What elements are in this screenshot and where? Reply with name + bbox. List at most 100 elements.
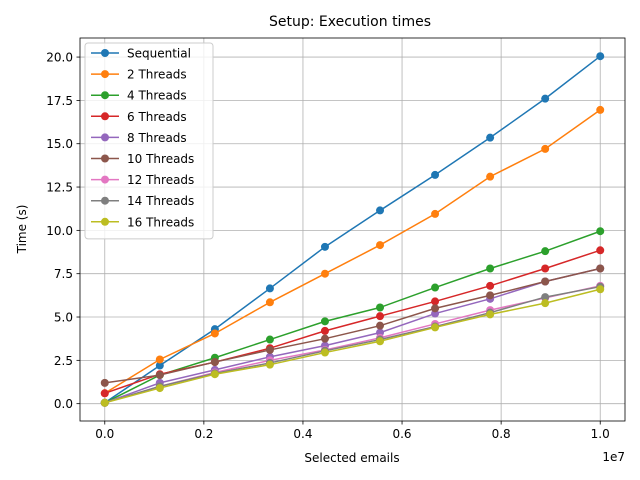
data-point [210,329,219,338]
data-point [155,355,164,364]
legend-label: 10 Threads [127,152,194,166]
legend-label: 6 Threads [127,110,187,124]
series-line [104,109,601,394]
data-point [265,345,274,354]
y-tick-label: 10.0 [46,224,73,238]
data-point [265,298,274,307]
data-point [486,281,495,290]
legend-label: 8 Threads [127,131,187,145]
data-point [320,348,329,357]
legend-marker [101,49,109,57]
data-point [265,335,274,344]
y-tick-label: 0.0 [54,397,73,411]
data-point [541,247,550,256]
data-point [376,303,385,312]
data-point [596,227,605,236]
series-line [104,285,601,404]
data-point [155,361,164,370]
series-layer [100,52,605,407]
data-point [376,337,385,346]
data-point [100,398,109,407]
series-line [104,230,601,404]
data-point [541,277,550,286]
series-line [104,285,601,404]
legend-marker [101,154,109,163]
data-point [431,209,440,218]
data-point [320,334,329,343]
y-tick-label: 2.5 [54,354,73,368]
data-point [486,264,495,273]
data-point [541,293,550,302]
data-point [320,326,329,335]
data-point [596,246,605,255]
series-line [104,249,601,394]
series-line [104,55,601,404]
data-point [596,285,605,294]
x-axis-ticks: 0.0 0.2 0.4 0.6 0.8 1.0 [95,421,610,441]
data-point [431,323,440,332]
data-point [486,172,495,181]
data-point [376,321,385,330]
plot-frame [79,37,626,422]
x-tick-label: 0.8 [492,427,511,441]
legend-label: Sequential [127,47,191,61]
legend-marker [101,133,109,142]
x-axis-label: Selected emails [304,451,399,465]
data-point [431,170,440,179]
legend-box [84,42,214,240]
data-point [210,370,219,379]
legend-marker [101,175,109,184]
data-point [486,291,495,300]
data-point [431,304,440,313]
legend-label: 16 Threads [127,215,194,229]
y-axis-ticks: 0.0 2.5 5.0 7.5 10.0 12.5 15.0 17.5 20.0 [46,51,80,411]
legend-label: 2 Threads [127,68,187,82]
data-point [541,94,550,103]
data-point [596,52,605,61]
data-point [320,242,329,251]
legend-marker [101,112,109,121]
series-line [104,267,601,384]
series-group [100,282,605,407]
x-axis-offset-label: 1e7 [602,450,625,464]
legend-marker [101,217,109,226]
series-group [100,246,605,398]
x-tick-label: 0.2 [194,427,213,441]
series-group [100,285,605,407]
data-point [596,264,605,273]
legend-label: 14 Threads [127,194,194,208]
y-tick-label: 17.5 [46,94,73,108]
legend-label: 12 Threads [127,173,194,187]
y-tick-label: 7.5 [54,267,73,281]
y-tick-label: 5.0 [54,311,73,325]
data-point [320,317,329,326]
data-point [320,269,329,278]
x-tick-label: 1.0 [591,427,610,441]
legend-label: 4 Threads [127,89,187,103]
data-point [541,144,550,153]
data-point [376,312,385,321]
data-point [155,371,164,380]
legend-marker [101,196,109,205]
chart-title: Setup: Execution times [269,14,431,30]
data-point [431,297,440,306]
series-line [104,288,601,404]
legend: Sequential 2 Threads 4 Threads 6 Threads 8 T… [84,42,214,240]
series-group [100,281,605,407]
data-point [486,310,495,319]
x-tick-label: 0.0 [95,427,114,441]
data-point [431,283,440,292]
y-tick-label: 15.0 [46,137,73,151]
data-point [100,378,109,387]
x-tick-label: 0.6 [392,427,411,441]
data-point [541,299,550,308]
data-point [210,358,219,367]
series-group [100,105,605,398]
data-point [265,360,274,369]
y-tick-label: 12.5 [46,181,73,195]
data-point [155,384,164,393]
data-point [541,264,550,273]
series-group [100,264,605,387]
y-tick-label: 20.0 [46,51,73,65]
